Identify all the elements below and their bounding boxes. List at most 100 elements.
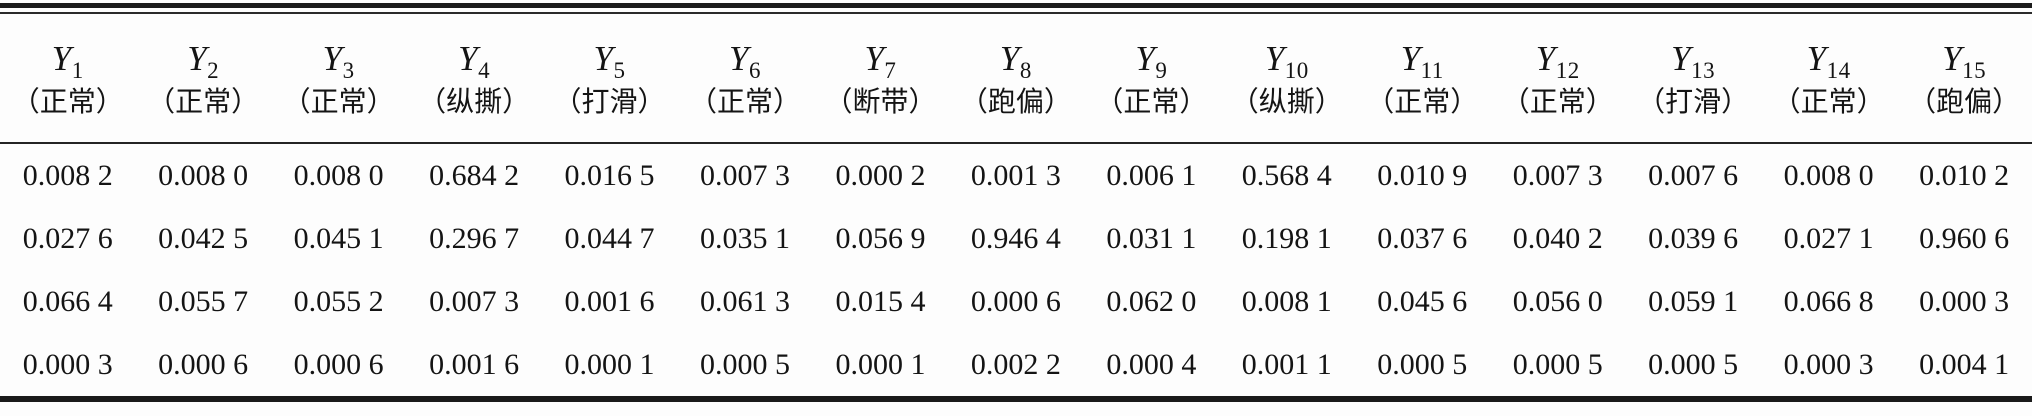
symbol-subscript: 8 xyxy=(1019,57,1032,83)
symbol-subscript: 5 xyxy=(613,57,626,83)
table-cell: 0.056 0 xyxy=(1512,284,1603,318)
column-header-y12: Y12 （正常） xyxy=(1489,14,1626,144)
column-header-y10: Y10 （纵撕） xyxy=(1219,14,1355,144)
table-cell: 0.000 4 xyxy=(1106,347,1197,381)
table-cell: 0.000 6 xyxy=(158,347,249,381)
column-symbol: Y3 xyxy=(271,34,406,85)
table-cell: 0.044 7 xyxy=(564,221,655,255)
table-cell: 0.066 4 xyxy=(22,284,113,318)
table-cell: 0.004 1 xyxy=(1919,347,2010,381)
column-header-y13: Y13 （打滑） xyxy=(1625,14,1761,144)
symbol-subscript: 1 xyxy=(71,57,84,83)
column-header-y6: Y6 （正常） xyxy=(677,14,813,144)
column-label: （打滑） xyxy=(553,87,666,119)
column-symbol: Y14 xyxy=(1761,34,1896,85)
symbol-text: Y xyxy=(729,38,749,78)
table-cell: 0.016 5 xyxy=(564,158,655,192)
table-cell: 0.001 3 xyxy=(970,158,1061,192)
column-label: （打滑） xyxy=(1637,87,1750,119)
column-symbol: Y11 xyxy=(1355,34,1490,85)
table-cell: 0.007 3 xyxy=(699,158,790,192)
table-cell: 0.000 3 xyxy=(22,347,113,381)
column-label: （断带） xyxy=(824,87,937,119)
table-cell: 0.035 1 xyxy=(699,221,790,255)
table-cell: 0.000 5 xyxy=(699,347,790,381)
symbol-subscript: 3 xyxy=(342,57,355,83)
table-row: 0.066 4 0.055 7 0.055 2 0.007 3 0.001 6 … xyxy=(0,270,2032,333)
table-cell: 0.000 1 xyxy=(835,347,926,381)
column-symbol: Y7 xyxy=(813,34,948,85)
table-cell: 0.000 5 xyxy=(1377,347,1468,381)
table-cell: 0.198 1 xyxy=(1241,221,1332,255)
column-label: （正常） xyxy=(1501,87,1614,119)
column-symbol: Y1 xyxy=(0,34,135,85)
table-cell: 0.010 9 xyxy=(1377,158,1468,192)
table-cell: 0.055 2 xyxy=(293,284,384,318)
table-cell: 0.066 8 xyxy=(1783,284,1874,318)
table-cell: 0.037 6 xyxy=(1377,221,1468,255)
table-cell: 0.045 6 xyxy=(1377,284,1468,318)
table-cell: 0.007 3 xyxy=(1512,158,1603,192)
column-header-y9: Y9 （正常） xyxy=(1083,14,1220,144)
symbol-text: Y xyxy=(1942,38,1963,78)
column-symbol: Y4 xyxy=(406,34,541,85)
table-row: 0.027 6 0.042 5 0.045 1 0.296 7 0.044 7 … xyxy=(0,207,2032,270)
table-cell: 0.027 1 xyxy=(1783,221,1874,255)
table-cell: 0.946 4 xyxy=(970,221,1061,255)
symbol-text: Y xyxy=(1806,38,1827,78)
table-cell: 0.040 2 xyxy=(1512,221,1603,255)
symbol-subscript: 6 xyxy=(748,57,761,83)
table-cell: 0.000 3 xyxy=(1919,284,2010,318)
symbol-text: Y xyxy=(322,38,343,78)
table-cell: 0.008 2 xyxy=(22,158,113,192)
symbol-subscript: 15 xyxy=(1962,57,1987,83)
column-label: （正常） xyxy=(1772,87,1885,119)
table-cell: 0.001 6 xyxy=(429,347,520,381)
table-cell: 0.001 6 xyxy=(564,284,655,318)
column-label: （正常） xyxy=(147,87,260,119)
column-label: （纵撕） xyxy=(418,87,531,119)
table-cell: 0.061 3 xyxy=(699,284,790,318)
table-cell: 0.008 0 xyxy=(158,158,249,192)
symbol-subscript: 11 xyxy=(1420,57,1444,83)
symbol-text: Y xyxy=(1264,38,1285,78)
table-cell: 0.055 7 xyxy=(158,284,249,318)
table-row: 0.000 3 0.000 6 0.000 6 0.001 6 0.000 1 … xyxy=(0,333,2032,396)
table-body: 0.008 2 0.008 0 0.008 0 0.684 2 0.016 5 … xyxy=(0,143,2032,396)
symbol-text: Y xyxy=(864,38,885,78)
column-symbol: Y5 xyxy=(542,34,677,85)
column-header-y8: Y8 （跑偏） xyxy=(948,14,1084,144)
column-header-y3: Y3 （正常） xyxy=(270,14,407,144)
column-label: （正常） xyxy=(1095,87,1208,119)
column-header-y11: Y11 （正常） xyxy=(1354,14,1490,144)
column-symbol: Y2 xyxy=(135,34,270,85)
table-cell: 0.684 2 xyxy=(429,158,520,192)
column-header-y15: Y15 （跑偏） xyxy=(1896,14,2032,144)
symbol-text: Y xyxy=(1135,38,1156,78)
table-cell: 0.010 2 xyxy=(1919,158,2010,192)
column-symbol: Y12 xyxy=(1490,34,1625,85)
table-cell: 0.039 6 xyxy=(1648,221,1739,255)
table-cell: 0.008 1 xyxy=(1241,284,1332,318)
column-label: （跑偏） xyxy=(1908,87,2021,119)
top-rule-thin xyxy=(0,12,2032,14)
symbol-text: Y xyxy=(187,38,208,78)
table-cell: 0.015 4 xyxy=(835,284,926,318)
symbol-text: Y xyxy=(458,38,479,78)
symbol-text: Y xyxy=(1400,38,1421,78)
symbol-subscript: 12 xyxy=(1555,57,1580,83)
column-label: （正常） xyxy=(1366,87,1479,119)
table-cell: 0.000 2 xyxy=(835,158,926,192)
table-cell: 0.007 3 xyxy=(429,284,520,318)
table-cell: 0.296 7 xyxy=(429,221,520,255)
table-cell: 0.031 1 xyxy=(1106,221,1197,255)
table-cell: 0.062 0 xyxy=(1106,284,1197,318)
bottom-rule-thick xyxy=(0,396,2032,402)
symbol-text: Y xyxy=(1671,38,1692,78)
symbol-subscript: 13 xyxy=(1691,57,1716,83)
top-rule-thick xyxy=(0,3,2032,8)
table-cell: 0.000 3 xyxy=(1783,347,1874,381)
column-label: （正常） xyxy=(688,87,801,119)
column-symbol: Y9 xyxy=(1084,34,1219,85)
table-cell: 0.045 1 xyxy=(293,221,384,255)
